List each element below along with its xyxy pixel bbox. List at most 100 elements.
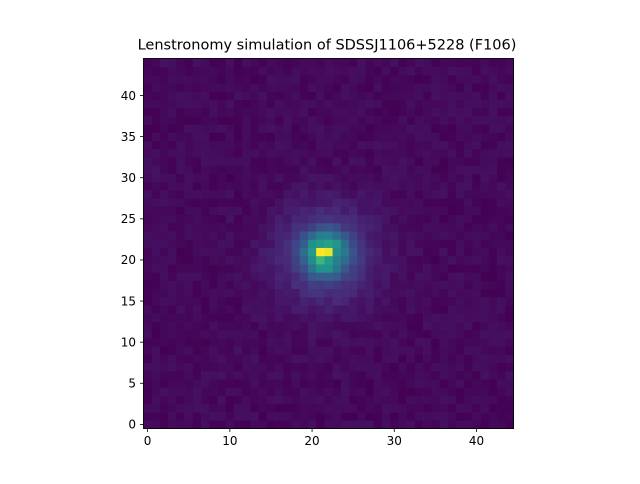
heatmap-cell <box>184 198 194 207</box>
heatmap-cell <box>439 305 449 314</box>
heatmap-cell <box>291 305 301 314</box>
heatmap-cell <box>151 280 161 290</box>
heatmap-cell <box>233 321 243 331</box>
heatmap-cell <box>299 132 309 142</box>
heatmap-cell <box>423 148 432 158</box>
heatmap-cell <box>406 239 416 248</box>
heatmap-cell <box>233 99 243 109</box>
heatmap-cell <box>168 313 177 322</box>
heatmap-cell <box>505 387 514 396</box>
heatmap-cell <box>201 288 210 298</box>
heatmap-cell <box>423 91 432 100</box>
heatmap-cell <box>472 305 481 314</box>
heatmap-cell <box>431 58 440 68</box>
heatmap-cell <box>316 387 325 396</box>
heatmap-cell <box>349 288 358 298</box>
heatmap-cell <box>414 247 424 257</box>
heatmap-cell <box>159 206 169 216</box>
heatmap-cell <box>398 329 407 339</box>
heatmap-cell <box>414 181 424 191</box>
heatmap-cell <box>447 206 457 216</box>
heatmap-cell <box>439 362 449 372</box>
heatmap-cell <box>316 354 325 364</box>
heatmap-cell <box>381 403 391 413</box>
heatmap-cell <box>398 74 407 84</box>
heatmap-cell <box>488 338 498 347</box>
heatmap-cell <box>406 403 416 413</box>
heatmap-cell <box>505 140 514 150</box>
heatmap-cell <box>159 239 169 248</box>
heatmap-cell <box>332 165 342 174</box>
heatmap-cell <box>447 313 457 322</box>
heatmap-cell <box>390 296 399 306</box>
heatmap-cell <box>184 107 194 117</box>
heatmap-cell <box>217 132 227 142</box>
heatmap-cell <box>250 420 259 429</box>
heatmap-cell <box>373 140 383 150</box>
heatmap-cell <box>283 83 292 92</box>
heatmap-cell <box>176 370 185 380</box>
heatmap-cell <box>497 288 506 298</box>
heatmap-cell <box>299 107 309 117</box>
heatmap-cell <box>455 83 465 92</box>
heatmap-cell <box>472 296 481 306</box>
heatmap-cell <box>423 403 432 413</box>
heatmap-cell <box>266 305 276 314</box>
heatmap-cell <box>283 132 292 142</box>
heatmap-cell <box>381 148 391 158</box>
heatmap-cell <box>250 206 259 216</box>
heatmap-cell <box>455 214 465 224</box>
heatmap-cell <box>159 83 169 92</box>
heatmap-cell <box>307 231 317 240</box>
heatmap-cell <box>340 338 350 347</box>
heatmap-cell <box>406 321 416 331</box>
heatmap-cell <box>447 214 457 224</box>
heatmap-cell <box>217 165 227 174</box>
heatmap-cell <box>357 83 366 92</box>
heatmap-cell <box>192 83 202 92</box>
heatmap-cell <box>480 296 490 306</box>
heatmap-cell <box>488 222 498 232</box>
heatmap-cell <box>291 157 301 166</box>
heatmap-cell <box>184 190 194 199</box>
heatmap-cell <box>316 124 325 133</box>
heatmap-cell <box>217 148 227 158</box>
heatmap-cell <box>357 272 366 281</box>
heatmap-cell <box>324 370 333 380</box>
heatmap-cell <box>505 370 514 380</box>
heatmap-cell <box>324 321 333 331</box>
heatmap-cell <box>423 255 432 265</box>
heatmap-cell <box>431 222 440 232</box>
heatmap-cell <box>447 362 457 372</box>
heatmap-cell <box>406 305 416 314</box>
heatmap-cell <box>275 148 284 158</box>
heatmap-cell <box>184 362 194 372</box>
heatmap-cell <box>381 272 391 281</box>
heatmap-cell <box>266 124 276 133</box>
heatmap-cell <box>431 346 440 355</box>
heatmap-cell <box>480 107 490 117</box>
heatmap-cell <box>176 387 185 396</box>
heatmap-cell <box>299 395 309 405</box>
heatmap-cell <box>381 239 391 248</box>
heatmap-cell <box>209 280 218 290</box>
heatmap-cell <box>250 58 259 68</box>
heatmap-cell <box>209 165 218 174</box>
heatmap-cell <box>505 264 514 273</box>
heatmap-cell <box>381 387 391 396</box>
heatmap-cell <box>357 420 366 429</box>
heatmap-cell <box>455 313 465 322</box>
heatmap-cell <box>283 247 292 257</box>
heatmap-cell <box>365 288 375 298</box>
heatmap-cell <box>201 190 210 199</box>
heatmap-cell <box>447 132 457 142</box>
heatmap-cell <box>151 206 161 216</box>
heatmap-cell <box>217 288 227 298</box>
heatmap-cell <box>250 305 259 314</box>
heatmap-cell <box>159 255 169 265</box>
heatmap-cell <box>275 173 284 183</box>
heatmap-cell <box>439 190 449 199</box>
heatmap-cell <box>390 165 399 174</box>
heatmap-cell <box>242 346 251 355</box>
heatmap-cell <box>505 296 514 306</box>
